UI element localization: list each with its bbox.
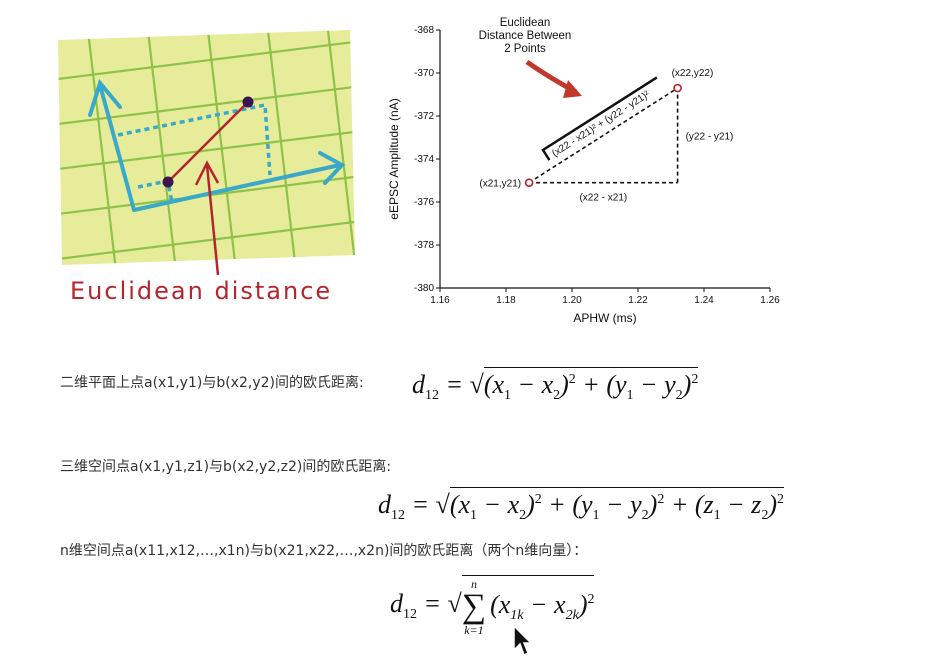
x-tick-label: 1.16 <box>430 295 450 306</box>
axes <box>88 78 346 212</box>
y-axis-label: eEPSC Amplitude (nA) <box>387 98 401 219</box>
y-tick-label: -374 <box>414 154 434 165</box>
formula-3d: d12 = √(x1 − x2)2 + (y1 − y2)2 + (z1 − z… <box>378 487 784 524</box>
formula-2d: d12 = √(x1 − x2)2 + (y1 − y2)2 <box>412 367 699 404</box>
x-tick-label: 1.26 <box>760 295 780 306</box>
point-a <box>162 176 174 188</box>
sqrt-bracket <box>541 76 658 161</box>
y-tick-label: -372 <box>414 111 434 122</box>
hypotenuse-formula: (x22 - x21)² + (y22 - y21)² <box>550 89 652 160</box>
y-tick-label: -368 <box>414 25 434 36</box>
x-tick-label: 1.24 <box>694 295 714 306</box>
mouse-cursor-icon <box>513 624 532 657</box>
distance-line <box>167 101 249 183</box>
y-tick-label: -380 <box>414 283 434 294</box>
x-tick-label: 1.22 <box>628 295 648 306</box>
formula-nd: d12 = √ n ∑ k=1 (x1k − x2k)2 <box>390 575 595 637</box>
y-tick-label: -378 <box>414 240 434 251</box>
point-label: (x22,y22) <box>672 68 714 79</box>
desc-nd-text: n维空间点a(x11,x12,…,x1n)与b(x21,x22,…,x2n)间的… <box>60 543 588 559</box>
euclidean-illustration: Euclidean distance <box>58 30 355 305</box>
y-tick-label: -370 <box>414 68 434 79</box>
chart-title-line: Distance Between <box>479 30 572 42</box>
desc-nd: n维空间点a(x11,x12,…,x1n)与b(x21,x22,…,x2n)间的… <box>60 540 587 560</box>
desc-3d: 三维空间点a(x1,y1,z1)与b(x2,y2,z2)间的欧氏距离: <box>60 456 391 476</box>
data-point <box>673 83 682 93</box>
x-tick-label: 1.18 <box>496 295 516 306</box>
title-arrowhead <box>563 80 582 98</box>
x-tick-label: 1.20 <box>562 295 582 306</box>
desc-3d-text: 三维空间点a(x1,y1,z1)与b(x2,y2,z2)间的欧氏距离: <box>60 459 392 475</box>
chart-title-line: 2 Points <box>504 43 546 55</box>
desc-2d-text: 二维平面上点a(x1,y1)与b(x2,y2)间的欧氏距离: <box>60 375 364 391</box>
chart-title-line: Euclidean <box>500 17 551 29</box>
desc-2d: 二维平面上点a(x1,y1)与b(x2,y2)间的欧氏距离: <box>60 372 364 392</box>
horizontal-leg-label: (x22 - x21) <box>579 193 627 204</box>
pointer-arrow <box>205 164 220 276</box>
data-point <box>524 178 534 187</box>
euclidean-distance-label: Euclidean distance <box>70 277 332 305</box>
hypotenuse-line <box>528 87 679 184</box>
vertical-leg-label: (y22 - y21) <box>686 131 734 142</box>
pointer-arrowhead <box>194 160 220 186</box>
point-label: (x21,y21) <box>479 179 521 190</box>
y-tick-label: -376 <box>414 197 434 208</box>
x-axis-label: APHW (ms) <box>573 311 636 325</box>
point-b <box>242 96 254 108</box>
